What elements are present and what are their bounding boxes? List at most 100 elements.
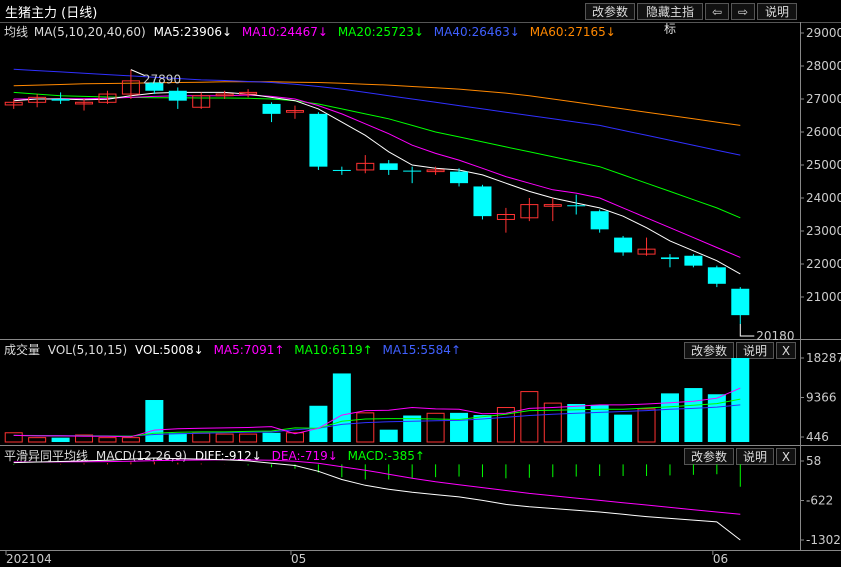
x-tick-label: 05 [291, 552, 306, 566]
candle-body-down [707, 267, 726, 284]
price-tick-label: 21000 [806, 290, 841, 304]
volume-bar-down [473, 415, 492, 442]
vol-legend: 成交量 VOL(5,10,15) VOL:5008↓ MA5:7091↑ MA1… [4, 341, 467, 358]
ma-legend-params: MA(5,10,20,40,60) [33, 25, 146, 39]
arrow-right-icon[interactable]: ⇨ [731, 3, 755, 20]
ma40-label: MA40:26463↓ [433, 25, 520, 39]
high-marker-line [130, 69, 146, 77]
help-button[interactable]: 说明 [757, 3, 797, 20]
vol-help-button[interactable]: 说明 [736, 342, 774, 359]
candle-body-down [262, 103, 281, 114]
volume-bar-down [450, 412, 469, 442]
macd-params-button[interactable]: 改参数 [684, 448, 734, 465]
x-tick-label: 202104 [6, 552, 52, 566]
vol-legend-name: 成交量 [4, 343, 41, 357]
volume-bar-up [121, 437, 140, 443]
ma40-line [13, 68, 741, 156]
volume-bar-up [520, 391, 539, 443]
chart-title: 生猪主力 (日线) [5, 5, 98, 21]
volume-bar-up [98, 437, 117, 443]
candle-body-up [356, 162, 375, 171]
candle-body-down [145, 82, 164, 91]
vol-ma15-label: MA15:5584↑ [382, 343, 461, 357]
volume-bar-down [684, 388, 703, 442]
candle-body-down [379, 163, 398, 170]
volume-bar-up [28, 437, 47, 443]
macd-dea-line [13, 459, 741, 515]
low-annotation: 20180 [756, 329, 794, 343]
candle-body-up [215, 93, 234, 97]
volume-bar-up [215, 433, 234, 443]
candle-body-down [684, 255, 703, 266]
candle-body-down [473, 186, 492, 217]
candle-body-up [520, 204, 539, 219]
price-tick-label: 26000 [806, 125, 841, 139]
vol-params-button[interactable]: 改参数 [684, 342, 734, 359]
volume-bar-up [543, 402, 562, 443]
volume-bar-up [75, 434, 94, 443]
candle-body-up [285, 110, 304, 113]
low-marker-line [739, 324, 755, 337]
volume-bar-down [332, 373, 351, 442]
macd-help-button[interactable]: 说明 [736, 448, 774, 465]
candle-body-up [192, 95, 211, 108]
volume-bar-down [707, 394, 726, 442]
volume-bar-down [403, 415, 422, 442]
price-tick-label: 28000 [806, 59, 841, 73]
candle-body-down [567, 205, 586, 207]
ma-legend-name: 均线 [4, 25, 29, 39]
price-tick-label: 27000 [806, 92, 841, 106]
volume-bar-up [4, 432, 23, 443]
ma-legend: 均线 MA(5,10,20,40,60) MA5:23906↓ MA10:244… [4, 23, 622, 40]
candle-body-up [239, 91, 258, 95]
candle-body-down [168, 90, 187, 101]
volume-bar-up [192, 432, 211, 443]
x-tick-label: 06 [713, 552, 728, 566]
candle-body-up [121, 80, 140, 95]
candle-body-up [637, 248, 656, 255]
volume-bar-down [262, 432, 281, 442]
volume-bar-up [426, 412, 445, 443]
volume-tick-label: 9366 [806, 391, 837, 405]
ma10-line [13, 94, 741, 258]
ma5-line [13, 91, 741, 275]
volume-tick-label: 446 [806, 430, 829, 444]
macd-value-label: MACD:-385↑ [347, 449, 425, 463]
volume-bar-up [496, 407, 515, 443]
ma60-line [13, 81, 741, 126]
candle-body-down [51, 99, 70, 101]
candle-body-down [731, 288, 750, 316]
candle-body-down [403, 170, 422, 172]
price-tick-label: 22000 [806, 257, 841, 271]
candle-body-up [75, 101, 94, 105]
high-annotation: 27890 [143, 73, 181, 87]
volume-bar-down [660, 393, 679, 442]
candle-body-down [332, 169, 351, 171]
ma10-label: MA10:24467↓ [241, 25, 328, 39]
volume-bar-down [309, 405, 328, 442]
ma20-line [13, 91, 741, 219]
macd-legend-name: 平滑异同平均线 [4, 449, 89, 463]
price-tick-label: 25000 [806, 158, 841, 172]
hide-indicator-button[interactable]: 隐藏主指标 [637, 3, 703, 36]
vol-close-icon[interactable]: X [776, 342, 796, 359]
candle-body-up [28, 96, 47, 103]
vol-ma10-label: MA10:6119↑ [294, 343, 373, 357]
price-tick-label: 24000 [806, 191, 841, 205]
volume-bar-down [168, 433, 187, 442]
volume-bar-up [356, 412, 375, 443]
volume-bar-down [731, 358, 750, 442]
candle-body-down [450, 171, 469, 184]
candle-body-up [98, 93, 117, 103]
ma5-label: MA5:23906↓ [153, 25, 233, 39]
params-button[interactable]: 改参数 [585, 3, 635, 20]
macd-tick-label: 58 [806, 454, 821, 468]
arrow-left-icon[interactable]: ⇦ [705, 3, 729, 20]
macd-close-icon[interactable]: X [776, 448, 796, 465]
candle-body-up [426, 169, 445, 173]
vol-legend-params: VOL(5,10,15) [47, 343, 128, 357]
volume-ma5-line [13, 387, 741, 438]
volume-bar-up [285, 432, 304, 443]
candle-body-up [4, 101, 23, 106]
